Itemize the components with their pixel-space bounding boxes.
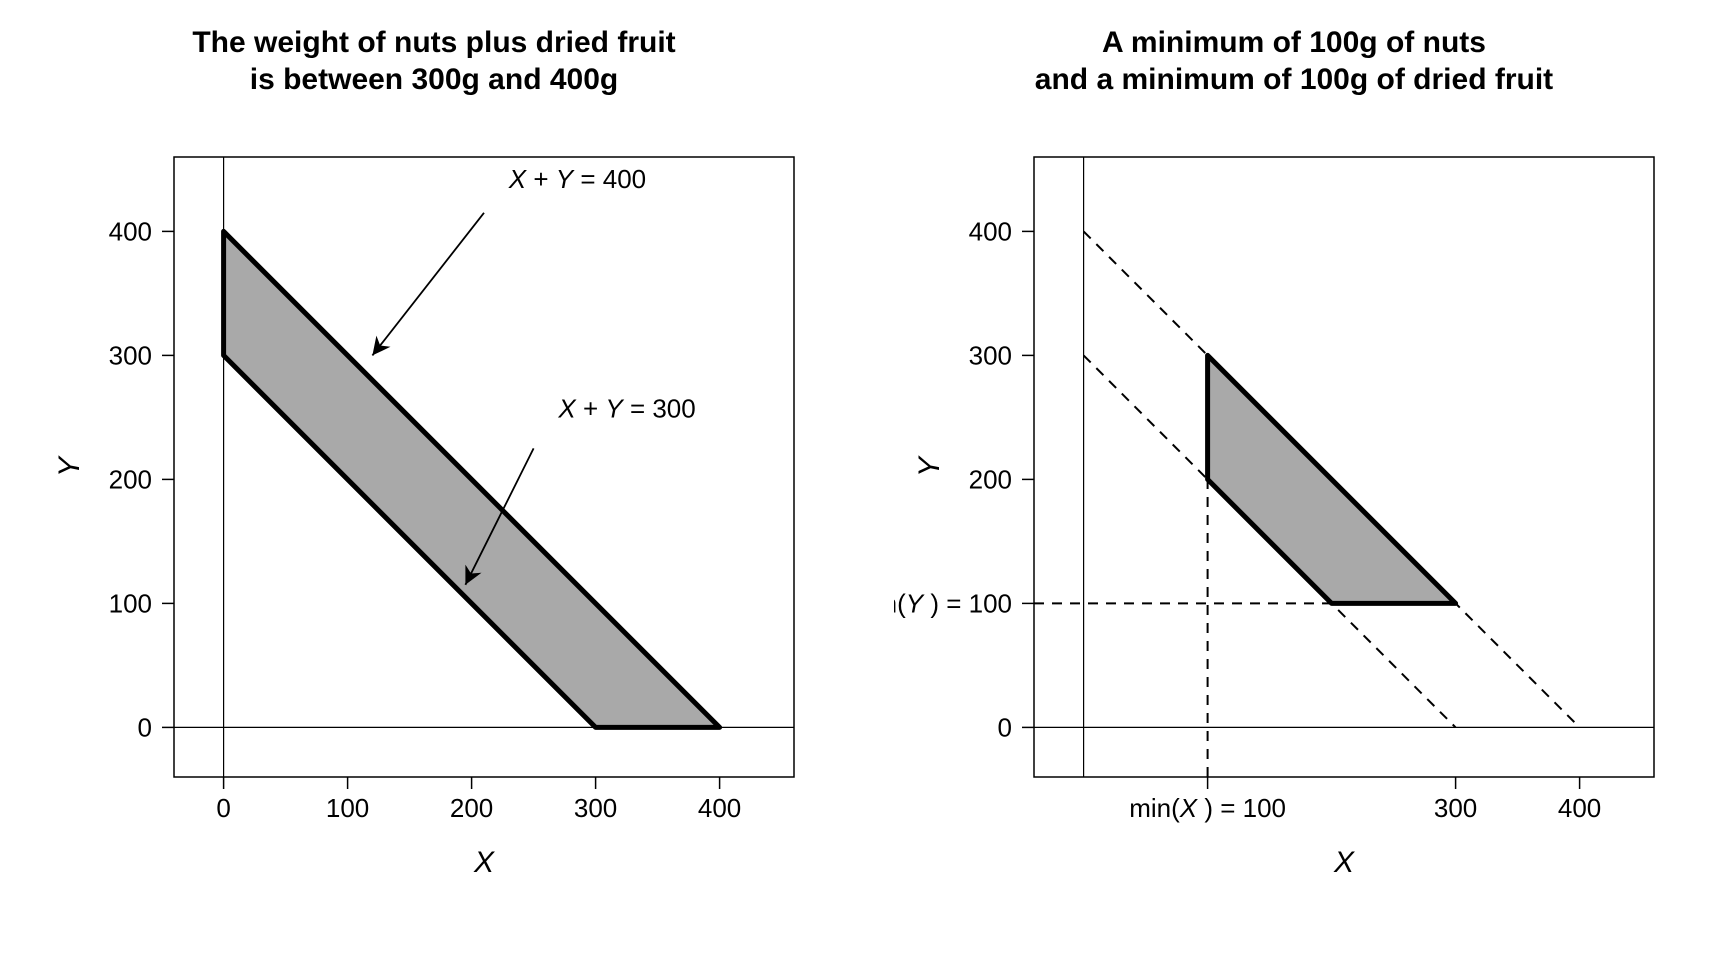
svg-text:100: 100 [109,588,152,618]
svg-text:X: X [1333,846,1355,879]
svg-text:min(X ) = 100: min(X ) = 100 [1129,793,1286,823]
right-title-line2: and a minimum of 100g of dried fruit [1035,63,1553,96]
svg-text:100: 100 [326,793,369,823]
svg-text:200: 200 [969,464,1012,494]
svg-text:200: 200 [109,464,152,494]
svg-text:Y: Y [913,455,946,477]
svg-text:X: X [473,846,495,879]
left-chart: 0 100 200 300 400 0 100 200 300 400 X Y X + Y = 400 X… [34,117,834,937]
svg-text:0: 0 [138,712,152,742]
svg-text:400: 400 [698,793,741,823]
left-panel: The weight of nuts plus dried fruit is b… [34,24,834,937]
svg-text:200: 200 [450,793,493,823]
svg-text:400: 400 [969,216,1012,246]
left-title-line1: The weight of nuts plus dried fruit [192,26,675,59]
right-title: A minimum of 100g of nuts and a minimum … [1035,24,1553,99]
right-title-line1: A minimum of 100g of nuts [1102,26,1486,59]
svg-text:300: 300 [574,793,617,823]
svg-text:0: 0 [998,712,1012,742]
right-panel: A minimum of 100g of nuts and a minimum … [894,24,1694,937]
svg-text:X + Y = 400: X + Y = 400 [508,164,646,194]
panels-container: The weight of nuts plus dried fruit is b… [34,24,1694,937]
svg-text:min(Y ) = 100: min(Y ) = 100 [894,588,1012,618]
svg-text:Y: Y [53,455,86,477]
svg-text:400: 400 [109,216,152,246]
svg-text:300: 300 [969,340,1012,370]
svg-text:300: 300 [1434,793,1477,823]
right-chart: 300 400 0 200 300 400 X Ymin(X ) = 100 min(Y ) =… [894,117,1694,937]
left-title: The weight of nuts plus dried fruit is b… [192,24,675,99]
svg-text:X + Y = 300: X + Y = 300 [557,393,695,423]
left-title-line2: is between 300g and 400g [250,63,618,96]
svg-text:0: 0 [216,793,230,823]
svg-text:400: 400 [1558,793,1601,823]
svg-text:300: 300 [109,340,152,370]
